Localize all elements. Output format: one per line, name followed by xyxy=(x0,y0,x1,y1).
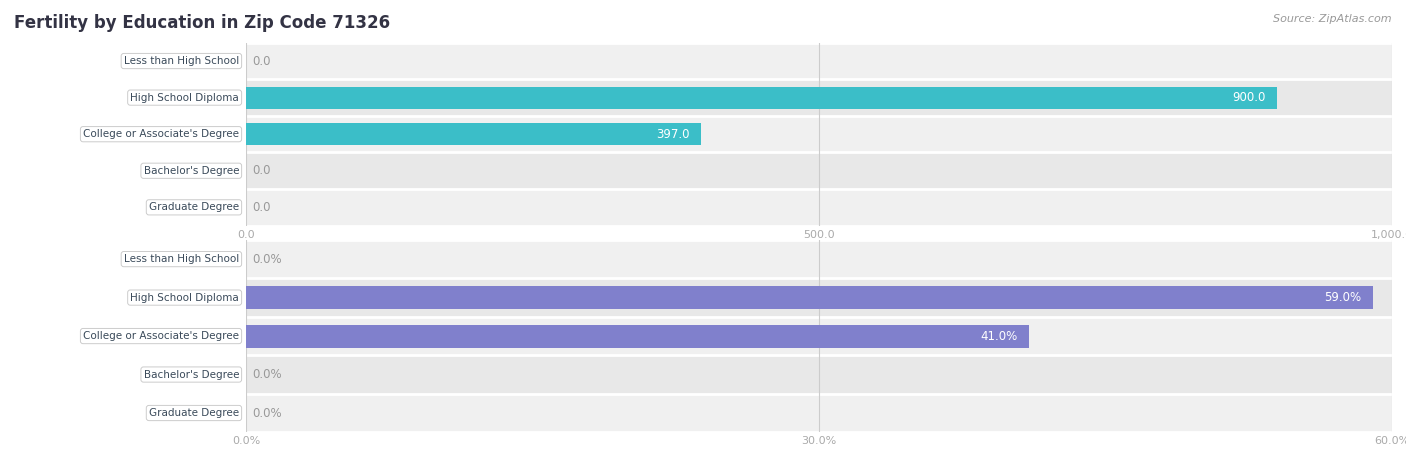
Bar xyxy=(246,152,1392,189)
Text: Bachelor's Degree: Bachelor's Degree xyxy=(143,370,239,380)
Bar xyxy=(246,324,1029,348)
Bar xyxy=(246,355,1392,394)
Text: 41.0%: 41.0% xyxy=(980,330,1018,342)
Text: Bachelor's Degree: Bachelor's Degree xyxy=(143,166,239,176)
Text: Source: ZipAtlas.com: Source: ZipAtlas.com xyxy=(1274,14,1392,24)
Text: 397.0: 397.0 xyxy=(657,128,689,141)
Text: Graduate Degree: Graduate Degree xyxy=(149,202,239,212)
Text: 0.0: 0.0 xyxy=(252,201,270,214)
Text: 0.0: 0.0 xyxy=(252,164,270,177)
Bar xyxy=(246,317,1392,355)
Text: College or Associate's Degree: College or Associate's Degree xyxy=(83,129,239,139)
Text: 59.0%: 59.0% xyxy=(1324,291,1361,304)
Text: 900.0: 900.0 xyxy=(1233,91,1265,104)
Bar xyxy=(246,286,1372,309)
Text: High School Diploma: High School Diploma xyxy=(131,93,239,103)
Text: 0.0%: 0.0% xyxy=(252,253,281,266)
Text: College or Associate's Degree: College or Associate's Degree xyxy=(83,331,239,341)
Text: 0.0%: 0.0% xyxy=(252,407,281,419)
Bar xyxy=(246,79,1392,116)
Text: High School Diploma: High School Diploma xyxy=(131,293,239,303)
Bar xyxy=(246,278,1392,317)
Text: Less than High School: Less than High School xyxy=(124,254,239,264)
Text: Less than High School: Less than High School xyxy=(124,56,239,66)
Bar xyxy=(246,189,1392,226)
Bar xyxy=(246,394,1392,432)
Bar xyxy=(246,43,1392,79)
Bar xyxy=(246,123,702,145)
Bar xyxy=(246,86,1278,109)
Text: Fertility by Education in Zip Code 71326: Fertility by Education in Zip Code 71326 xyxy=(14,14,391,32)
Bar xyxy=(246,240,1392,278)
Bar xyxy=(246,116,1392,152)
Text: 0.0: 0.0 xyxy=(252,55,270,67)
Text: 0.0%: 0.0% xyxy=(252,368,281,381)
Text: Graduate Degree: Graduate Degree xyxy=(149,408,239,418)
